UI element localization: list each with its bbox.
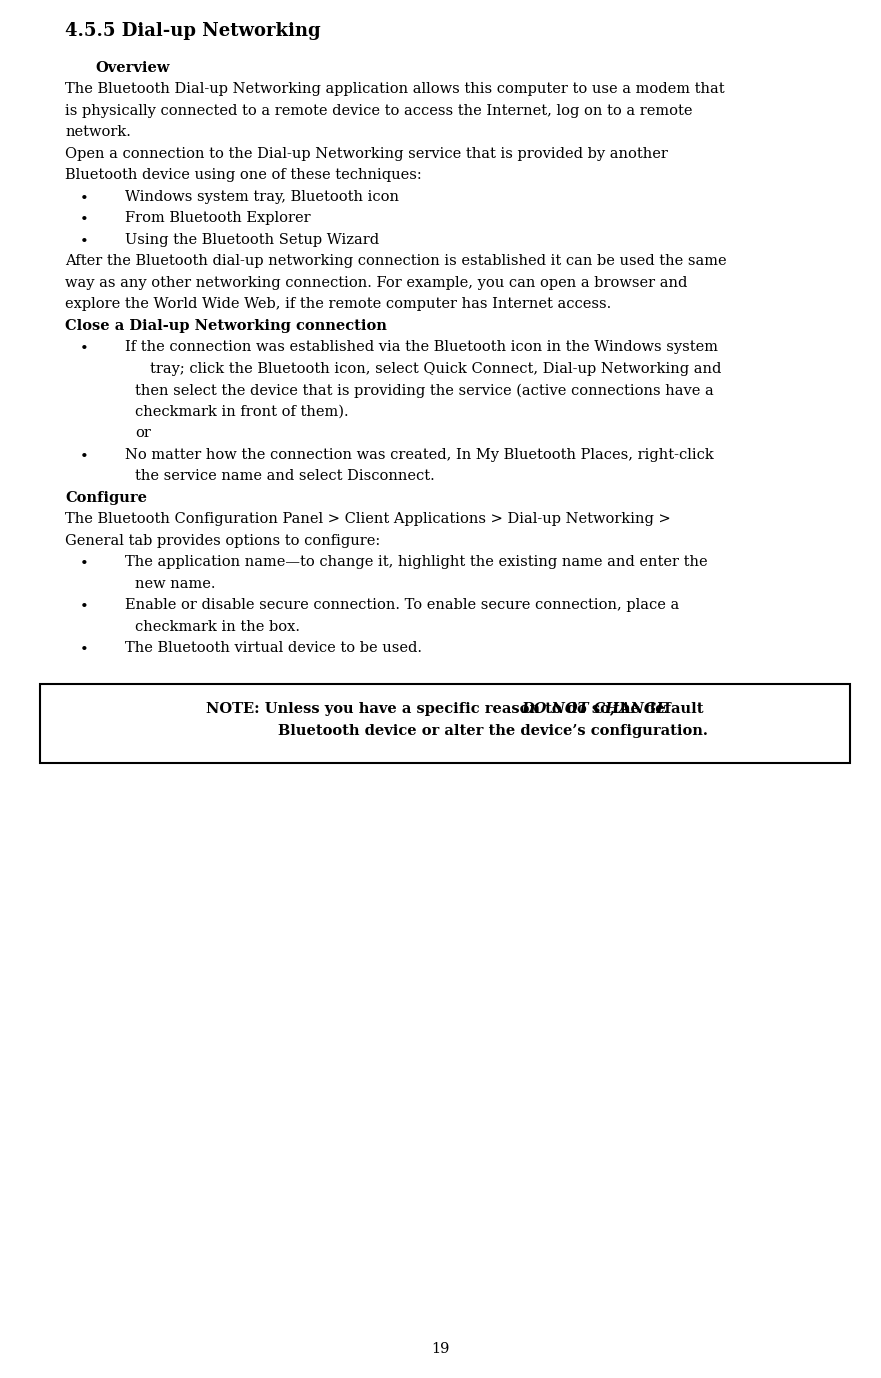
Text: Overview: Overview xyxy=(95,61,169,74)
Text: •: • xyxy=(80,214,89,227)
Text: Bluetooth device or alter the device’s configuration.: Bluetooth device or alter the device’s c… xyxy=(278,723,708,737)
Text: the service name and select Disconnect.: the service name and select Disconnect. xyxy=(135,469,434,484)
FancyBboxPatch shape xyxy=(40,685,850,763)
Text: NOTE: Unless you have a specific reason to do so,: NOTE: Unless you have a specific reason … xyxy=(206,703,620,717)
Text: Windows system tray, Bluetooth icon: Windows system tray, Bluetooth icon xyxy=(125,190,399,204)
Text: From Bluetooth Explorer: From Bluetooth Explorer xyxy=(125,211,311,225)
Text: If the connection was established via the Bluetooth icon in the Windows system: If the connection was established via th… xyxy=(125,340,718,354)
Text: General tab provides options to configure:: General tab provides options to configur… xyxy=(65,533,381,547)
Text: Configure: Configure xyxy=(65,491,147,504)
Text: checkmark in front of them).: checkmark in front of them). xyxy=(135,405,349,419)
Text: The Bluetooth Configuration Panel > Client Applications > Dial-up Networking >: The Bluetooth Configuration Panel > Clie… xyxy=(65,513,670,526)
Text: The Bluetooth Dial-up Networking application allows this computer to use a modem: The Bluetooth Dial-up Networking applica… xyxy=(65,83,725,96)
Text: Close a Dial-up Networking connection: Close a Dial-up Networking connection xyxy=(65,318,387,332)
Text: 19: 19 xyxy=(432,1342,449,1356)
Text: •: • xyxy=(80,601,89,615)
Text: •: • xyxy=(80,644,89,657)
Text: Open a connection to the Dial-up Networking service that is provided by another: Open a connection to the Dial-up Network… xyxy=(65,146,668,161)
Text: then select the device that is providing the service (active connections have a: then select the device that is providing… xyxy=(135,383,714,398)
Text: •: • xyxy=(80,234,89,248)
Text: 4.5.5 Dial-up Networking: 4.5.5 Dial-up Networking xyxy=(65,22,321,40)
Text: explore the World Wide Web, if the remote computer has Internet access.: explore the World Wide Web, if the remot… xyxy=(65,298,611,311)
Text: is physically connected to a remote device to access the Internet, log on to a r: is physically connected to a remote devi… xyxy=(65,103,692,117)
Text: Using the Bluetooth Setup Wizard: Using the Bluetooth Setup Wizard xyxy=(125,233,379,247)
Text: Enable or disable secure connection. To enable secure connection, place a: Enable or disable secure connection. To … xyxy=(125,598,679,612)
Text: Bluetooth device using one of these techniques:: Bluetooth device using one of these tech… xyxy=(65,168,422,182)
Text: network.: network. xyxy=(65,125,131,139)
Text: checkmark in the box.: checkmark in the box. xyxy=(135,620,300,634)
Text: new name.: new name. xyxy=(135,577,216,591)
Text: •: • xyxy=(80,342,89,356)
Text: No matter how the connection was created, In My Bluetooth Places, right-click: No matter how the connection was created… xyxy=(125,448,714,462)
Text: the default: the default xyxy=(608,703,704,717)
Text: The application name—to change it, highlight the existing name and enter the: The application name—to change it, highl… xyxy=(125,555,707,569)
Text: tray; click the Bluetooth icon, select Quick Connect, Dial-up Networking and: tray; click the Bluetooth icon, select Q… xyxy=(150,361,722,376)
Text: The Bluetooth virtual device to be used.: The Bluetooth virtual device to be used. xyxy=(125,641,422,655)
Text: •: • xyxy=(80,557,89,572)
Text: way as any other networking connection. For example, you can open a browser and: way as any other networking connection. … xyxy=(65,276,687,289)
Text: •: • xyxy=(80,192,89,205)
Text: •: • xyxy=(80,449,89,464)
Text: or: or xyxy=(135,426,151,440)
Text: DO NOT CHANGE: DO NOT CHANGE xyxy=(522,703,668,717)
Text: After the Bluetooth dial-up networking connection is established it can be used : After the Bluetooth dial-up networking c… xyxy=(65,254,727,269)
